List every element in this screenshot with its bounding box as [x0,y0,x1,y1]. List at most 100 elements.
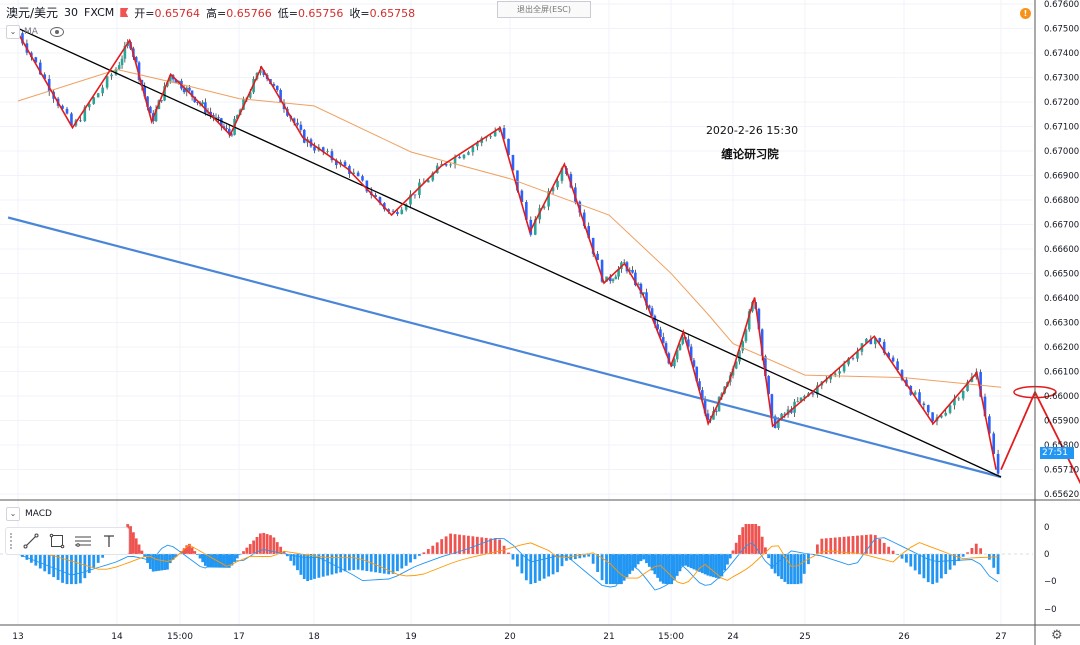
candle-down [878,338,882,342]
candle-down [387,209,390,212]
candle-up [352,172,356,174]
macd-hist-negative [776,554,780,577]
candle-down [760,329,764,357]
macd-hist-negative [931,554,935,585]
trend-line-tool-icon[interactable] [20,530,42,552]
macd-hist-negative [227,554,231,568]
candle-up [123,45,127,59]
candle-down [587,226,591,238]
macd-hist-negative [321,554,325,577]
exit-fullscreen-button[interactable]: 退出全屏(ESC) [497,1,591,18]
time-tick-label: 14 [111,632,123,642]
upper-trendline [17,27,1002,478]
macd-hist-positive [833,537,837,555]
candle-down [596,253,599,261]
chevron-down-icon[interactable]: ⌄ [6,25,20,39]
candle-up [957,398,961,400]
macd-hist-positive [815,544,819,555]
annotation-watermark: 缠论研习院 [721,147,779,161]
macd-hist-negative [387,554,391,575]
macd-hist-negative [720,554,724,577]
alert-icon[interactable]: ! [1020,8,1031,19]
candle-down [578,201,582,213]
macd-hist-negative [953,554,956,566]
text-tool-icon[interactable] [98,530,120,552]
macd-hist-negative [361,554,364,571]
candle-down [811,393,815,395]
macd-hist-positive [851,536,855,555]
macd-hist-positive [754,524,758,555]
macd-hist-negative [409,554,412,563]
candle-up [940,415,943,418]
candle-down [230,134,234,136]
macd-hist-positive [262,532,266,555]
macd-hist-positive [275,542,279,555]
candle-down [882,341,886,353]
candle-down [413,194,417,196]
symbol-legend[interactable]: 澳元/美元 30 FXCM 开=0.65764 高=0.65766 低=0.65… [6,4,415,21]
candle-down [687,339,690,347]
macd-hist-negative [582,554,586,558]
macd-hist-negative [533,554,537,583]
floating-drawing-toolbar[interactable] [5,527,129,555]
macd-hist-positive [820,538,824,555]
gear-icon[interactable]: ⚙ [1051,628,1063,643]
candle-up [92,97,96,104]
candle-down [383,203,386,210]
macd-hist-positive [282,551,286,555]
time-tick-label: 27 [995,632,1006,642]
macd-hist-positive [731,550,735,555]
candle-up [453,156,457,165]
candle-up [114,69,118,75]
macd-hist-positive [426,549,430,555]
candle-up [120,58,124,66]
macd-hist-positive [422,552,426,555]
macd-legend[interactable]: ⌄ MACD [6,507,52,521]
candle-up [462,154,466,159]
symbol-name[interactable]: 澳元/美元 [6,6,59,20]
macd-hist-negative [65,554,69,585]
macd-hist-negative [101,554,105,558]
candle-up [547,191,550,207]
indicator-legend[interactable]: ⌄ MA [6,25,64,39]
macd-hist-negative [516,554,519,567]
flag-icon[interactable] [120,8,129,17]
candle-up [617,269,620,277]
macd-hist-negative [400,554,404,569]
macd-hist-negative [587,554,591,557]
candle-down [656,324,659,330]
candle-down [520,190,524,203]
macd-hist-negative [326,554,329,576]
low-label: 低= [277,6,298,20]
macd-hist-positive [507,552,510,555]
macd-hist-positive [134,538,138,555]
time-tick-label: 15:00 [167,632,193,642]
candle-down [869,338,873,345]
candle-up [542,206,546,209]
drag-handle-icon[interactable] [10,533,16,549]
high-value: 0.65766 [226,6,272,20]
candle-down [931,412,934,422]
eye-icon[interactable] [49,27,64,37]
rectangle-tool-icon[interactable] [46,530,68,552]
fib-tool-icon[interactable] [72,530,94,552]
macd-hist-negative [203,554,207,566]
macd-line [17,537,999,591]
macd-hist-negative [148,554,152,570]
macd-hist-negative [578,554,582,559]
chevron-down-icon[interactable]: ⌄ [6,507,20,521]
macd-hist-negative [61,554,64,583]
macd-hist-negative [675,554,679,576]
candle-up [560,168,564,181]
price-tick-label: 0.66000 [1044,392,1079,402]
candle-down [918,392,921,404]
macd-hist-negative [645,554,648,564]
candle-down [188,87,191,91]
candle-down [190,90,194,97]
macd-hist-positive [747,524,751,555]
candle-down [196,102,199,103]
macd-hist-negative [611,554,615,585]
macd-hist-negative [225,554,229,568]
macd-hist-negative [678,554,682,572]
